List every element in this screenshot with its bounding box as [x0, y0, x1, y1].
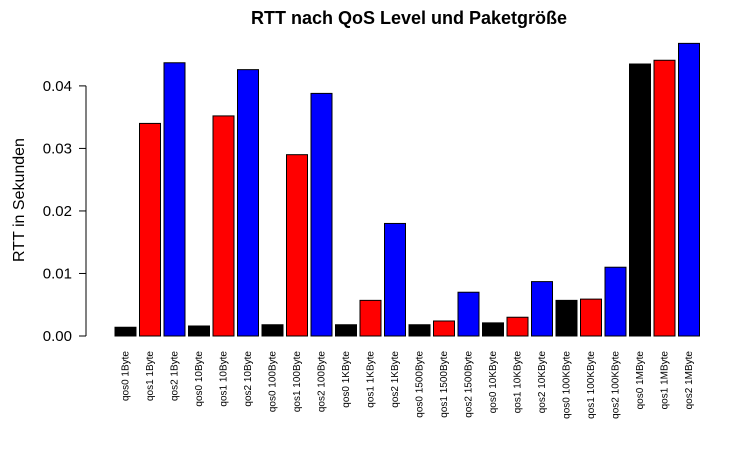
x-tick-label: qos2 1MByte — [684, 351, 695, 410]
x-tick-label: qos0 10KByte — [488, 351, 499, 414]
bar — [653, 59, 676, 337]
x-tick-label: qos1 1Byte — [145, 351, 156, 401]
y-tick-label: 0.00 — [43, 328, 72, 345]
x-tick-label: qos0 100KByte — [562, 351, 573, 419]
bar — [531, 281, 553, 337]
bar — [506, 316, 529, 337]
x-tick-label: qos0 1KByte — [341, 351, 352, 408]
x-tick-label: qos1 1MByte — [660, 351, 671, 410]
bar — [678, 42, 700, 337]
bar — [188, 325, 210, 337]
bar — [604, 266, 627, 337]
x-tick-label: qos0 100Byte — [268, 351, 279, 413]
x-tick-label: qos1 100Byte — [292, 351, 303, 413]
x-tick-labels: qos0 1Byte qos1 1Byte qos2 1Byte qos0 10Byt… — [121, 351, 696, 419]
bars-group — [114, 42, 700, 337]
bar — [335, 324, 357, 337]
bar — [629, 63, 651, 337]
y-tick-label: 0.02 — [43, 203, 72, 220]
bar — [408, 324, 431, 337]
bar — [261, 324, 284, 337]
y-axis: 0.00 0.01 0.02 0.03 0.04 — [43, 78, 87, 345]
bar — [457, 291, 480, 337]
x-tick-label: qos0 1Byte — [121, 351, 132, 401]
bar — [555, 299, 578, 337]
x-tick-label: qos2 100KByte — [611, 351, 622, 419]
x-tick-label: qos0 1500Byte — [415, 351, 426, 418]
y-tick-label: 0.04 — [43, 78, 72, 95]
y-tick-label: 0.03 — [43, 140, 72, 157]
bar — [384, 222, 406, 337]
x-tick-label: qos2 1500Byte — [464, 351, 475, 418]
bar — [212, 115, 235, 337]
bar — [114, 326, 137, 337]
x-tick-label: qos2 10KByte — [537, 351, 548, 414]
bar — [580, 298, 602, 337]
y-axis-label: RTT in Sekunden — [11, 138, 28, 262]
x-tick-label: qos0 10Byte — [194, 351, 205, 407]
x-tick-label: qos2 100Byte — [317, 351, 328, 413]
bar — [237, 69, 259, 337]
bar — [139, 122, 161, 337]
bar — [359, 299, 382, 337]
bar — [310, 92, 333, 337]
chart-title: RTT nach QoS Level und Paketgröße — [251, 8, 567, 28]
bar — [482, 322, 504, 337]
x-tick-label: qos2 1Byte — [170, 351, 181, 401]
x-tick-label: qos1 1500Byte — [439, 351, 450, 418]
x-tick-label: qos0 1MByte — [635, 351, 646, 410]
x-tick-label: qos2 1KByte — [390, 351, 401, 408]
x-tick-label: qos1 10Byte — [219, 351, 230, 407]
bar — [163, 62, 186, 337]
bar — [433, 320, 455, 337]
bar — [286, 154, 308, 337]
x-tick-label: qos1 100KByte — [586, 351, 597, 419]
x-tick-label: qos1 1KByte — [366, 351, 377, 408]
y-tick-label: 0.01 — [43, 265, 72, 282]
x-tick-label: qos2 10Byte — [243, 351, 254, 407]
x-tick-label: qos1 10KByte — [513, 351, 524, 414]
